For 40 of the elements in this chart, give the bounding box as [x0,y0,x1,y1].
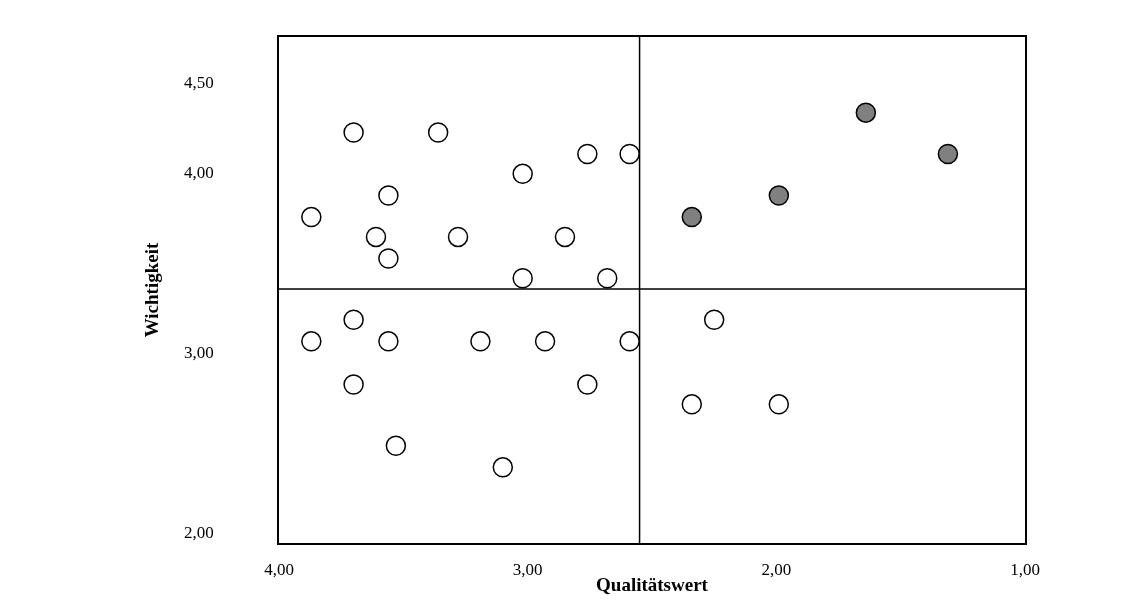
point [681,394,703,415]
point [378,185,399,206]
point [492,457,514,478]
point [855,102,877,123]
point [343,122,364,143]
point [619,143,640,165]
point [378,331,399,352]
y-tick-label: 4,00 [184,163,214,182]
point [365,226,387,248]
point [619,331,640,352]
x-tick-label: 2,00 [761,560,792,580]
point [343,374,364,395]
point [577,143,598,165]
point [470,331,491,352]
point [378,248,399,269]
point [385,435,407,456]
y-tick-label: 2,00 [184,523,214,543]
point [768,185,790,206]
point [512,268,533,289]
point [577,374,598,395]
point [597,268,618,289]
x-tick-label: 4,00 [264,560,294,580]
y-axis-title: Wichtigkeit [141,242,163,338]
point [447,226,469,248]
y-tick-label: 3,00 [184,343,214,363]
point [512,163,533,185]
point [554,226,576,248]
point [534,331,556,352]
point [343,309,364,330]
y-tick-label: 4,50 [184,72,214,92]
point [427,122,449,143]
point [301,206,322,228]
x-tick-label: 1,00 [1010,560,1040,580]
point [768,394,790,415]
point [681,206,703,228]
x-tick-label: 3,00 [512,560,543,580]
point [937,143,959,165]
x-axis-title: Qualitätswert [596,574,709,596]
point [703,309,725,330]
point [301,331,322,352]
